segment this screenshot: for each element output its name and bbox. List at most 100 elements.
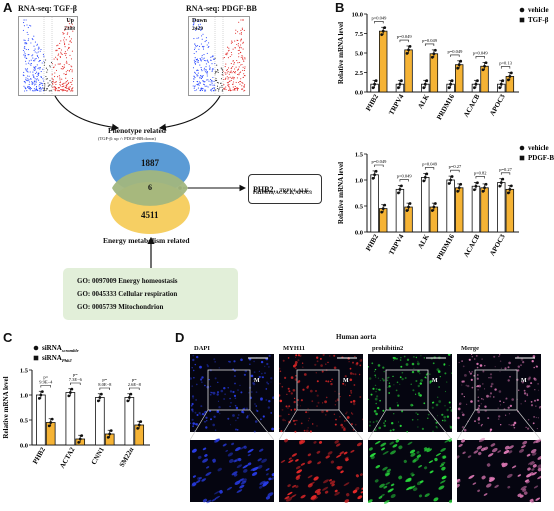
cell-signal <box>202 498 208 503</box>
volcano-point <box>69 90 71 92</box>
volcano-point <box>234 68 236 70</box>
volcano-point <box>25 19 27 21</box>
cell-signal <box>477 374 479 376</box>
category-label: PHB2 <box>364 93 380 113</box>
volcano-point <box>26 90 28 92</box>
cell-signal <box>368 398 370 401</box>
data-point <box>136 426 140 430</box>
volcano-point <box>30 59 32 61</box>
data-point <box>484 61 488 65</box>
volcano-point <box>240 64 242 66</box>
cell-signal <box>482 398 485 401</box>
cell-signal <box>488 377 490 379</box>
cell-signal <box>531 468 535 471</box>
cell-signal <box>464 374 467 377</box>
cell-signal <box>526 393 529 395</box>
cell-signal <box>388 385 391 388</box>
cell-signal <box>494 484 499 488</box>
cell-signal <box>235 447 241 452</box>
cell-signal <box>497 407 499 409</box>
data-point <box>456 189 460 193</box>
volcano-point <box>32 39 34 41</box>
volcano-point <box>63 32 65 35</box>
volcano-point <box>61 86 63 88</box>
cell-signal <box>406 358 410 361</box>
volcano-point <box>62 88 64 90</box>
volcano-point <box>27 39 29 42</box>
p-value-label: p=0.27 <box>449 164 462 169</box>
cell-signal <box>375 388 378 390</box>
volcano-point <box>47 69 49 71</box>
cell-signal <box>359 396 362 398</box>
cell-signal <box>435 452 442 457</box>
volcano-point <box>218 88 220 90</box>
volcano-point <box>208 65 210 67</box>
volcano-point <box>34 51 36 53</box>
data-point <box>459 59 463 63</box>
volcano-point <box>200 78 203 80</box>
cell-signal <box>339 416 341 418</box>
cell-signal <box>299 439 304 444</box>
cell-signal <box>342 425 345 428</box>
data-point <box>70 387 74 391</box>
cell-signal <box>230 401 232 404</box>
cell-signal <box>508 413 511 415</box>
volcano-point <box>196 84 198 86</box>
cell-signal <box>533 416 535 418</box>
cell-signal <box>323 479 329 484</box>
volcano-point <box>228 85 230 87</box>
cell-signal <box>531 360 534 363</box>
data-point <box>99 392 103 396</box>
data-point <box>457 63 461 67</box>
cell-signal <box>354 373 357 376</box>
cell-signal <box>239 484 245 489</box>
volcano-point <box>39 50 41 52</box>
cell-signal <box>334 390 336 393</box>
volcano-point <box>27 49 29 51</box>
volcano-point <box>240 44 242 46</box>
volcano-point <box>227 67 230 69</box>
cell-signal <box>356 362 359 365</box>
volcano-point <box>52 80 54 82</box>
volcano-point <box>26 75 29 77</box>
volcano-point <box>227 84 229 86</box>
volcano-point <box>65 39 67 41</box>
volcano-point <box>237 43 239 45</box>
cell-signal <box>374 370 376 372</box>
cell-signal <box>200 378 203 381</box>
cell-signal <box>519 494 524 498</box>
cell-signal <box>284 438 289 443</box>
volcano-point <box>64 87 66 89</box>
volcano-point <box>57 44 59 46</box>
volcano-point <box>221 71 224 74</box>
volcano-point <box>227 57 229 59</box>
data-point <box>381 207 385 210</box>
cell-signal <box>333 354 336 357</box>
cell-signal <box>294 361 298 364</box>
volcano-point <box>64 52 66 54</box>
category-label: ALK <box>416 93 431 111</box>
volcano-point <box>49 84 51 86</box>
volcano-point <box>25 57 27 59</box>
cell-signal <box>400 365 403 368</box>
cell-signal <box>216 410 220 413</box>
volcano-point <box>229 55 231 58</box>
volcano-point <box>242 82 244 84</box>
volcano-point <box>244 66 246 68</box>
volcano-point <box>211 69 213 71</box>
cell-signal <box>534 389 536 391</box>
cell-signal <box>205 426 208 429</box>
volcano-point <box>239 33 241 35</box>
cell-signal <box>471 386 474 389</box>
cell-signal <box>477 396 479 398</box>
legend-label: TGF-β <box>528 16 549 24</box>
cell-signal <box>334 491 340 496</box>
volcano-point <box>71 84 73 86</box>
gene-line1: TRPV4, ALK, <box>279 189 310 194</box>
cell-signal <box>520 364 522 367</box>
cell-signal <box>312 423 314 425</box>
cell-signal <box>317 401 320 404</box>
volcano-point <box>193 59 195 61</box>
volcano-point <box>60 49 63 51</box>
cell-signal <box>355 474 359 478</box>
